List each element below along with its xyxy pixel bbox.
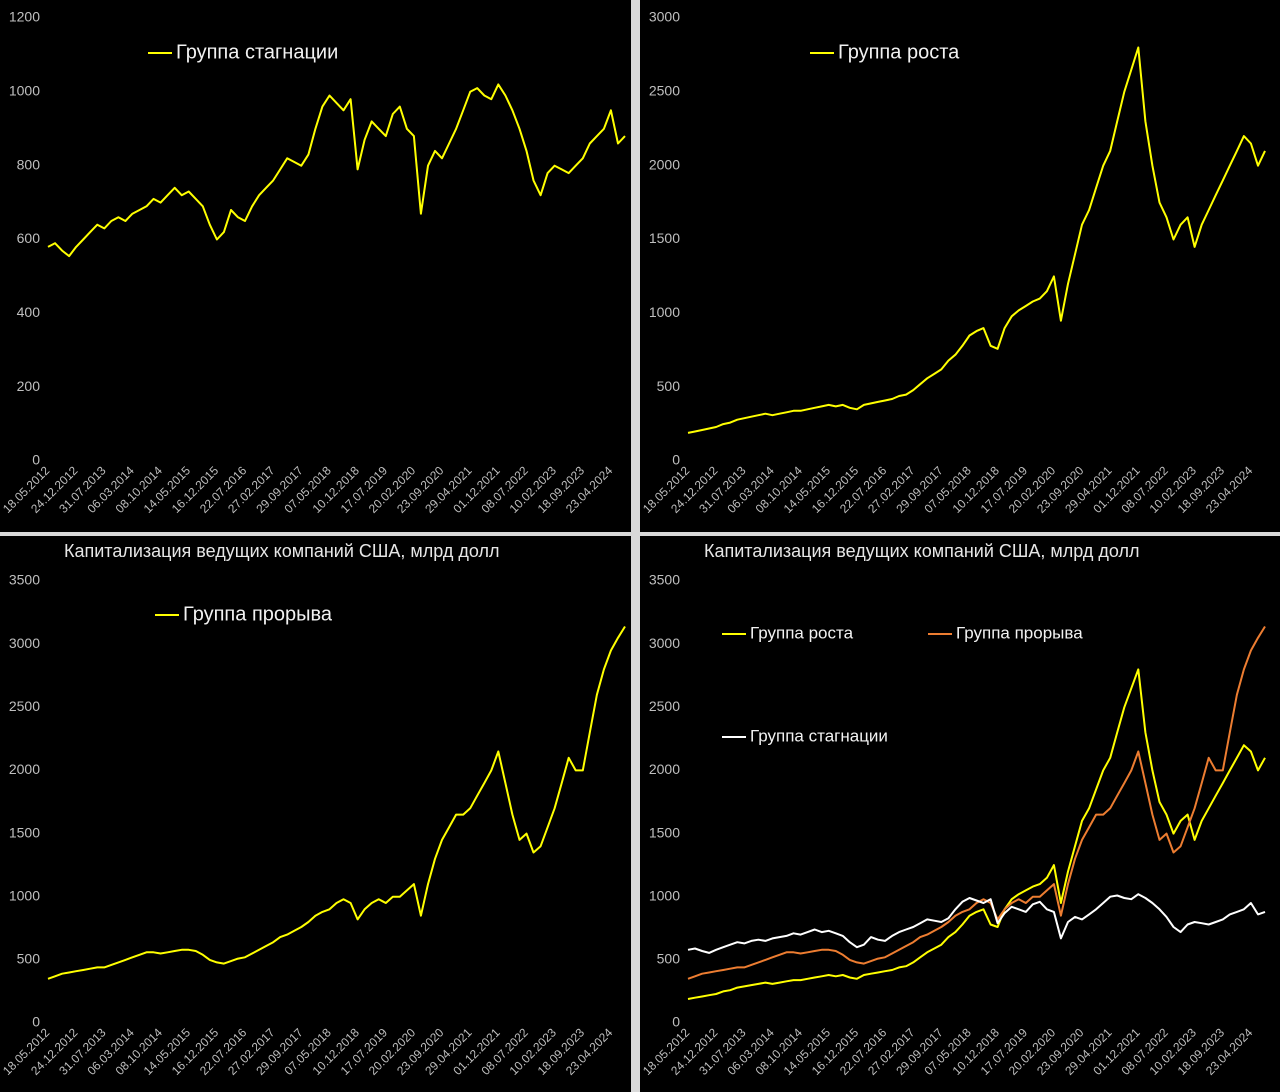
panel xyxy=(0,536,631,1092)
y-tick-label: 2000 xyxy=(9,761,40,777)
y-tick-label: 2000 xyxy=(649,761,680,777)
legend-label: Группа роста xyxy=(838,41,960,63)
y-tick-label: 2500 xyxy=(649,698,680,714)
y-tick-label: 3500 xyxy=(9,572,40,588)
legend-label: Группа стагнации xyxy=(750,726,888,745)
series-line xyxy=(47,625,626,980)
y-tick-label: 500 xyxy=(657,378,681,394)
y-tick-label: 0 xyxy=(32,1014,40,1030)
y-tick-label: 1000 xyxy=(9,887,40,903)
y-tick-label: 0 xyxy=(32,452,40,468)
y-tick-label: 2000 xyxy=(649,156,680,172)
y-tick-label: 500 xyxy=(17,951,41,967)
series-line xyxy=(687,625,1266,980)
chart-title: Капитализация ведущих компаний США, млрд… xyxy=(64,541,500,561)
legend-label: Группа прорыва xyxy=(956,623,1083,642)
series-line xyxy=(687,46,1266,434)
y-tick-label: 500 xyxy=(657,951,681,967)
y-tick-label: 0 xyxy=(672,452,680,468)
y-tick-label: 1500 xyxy=(9,824,40,840)
y-tick-label: 1000 xyxy=(649,304,680,320)
y-tick-label: 3000 xyxy=(9,635,40,651)
series-line xyxy=(47,83,626,258)
y-tick-label: 3500 xyxy=(649,572,680,588)
legend-label: Группа стагнации xyxy=(176,41,338,63)
y-tick-label: 600 xyxy=(17,230,41,246)
y-tick-label: 2500 xyxy=(9,698,40,714)
panel xyxy=(640,0,1280,532)
chart-title: Капитализация ведущих компаний США, млрд… xyxy=(704,541,1140,561)
y-tick-label: 1000 xyxy=(9,83,40,99)
series-line xyxy=(687,893,1266,954)
legend-label: Группа роста xyxy=(750,623,854,642)
y-tick-label: 2500 xyxy=(649,83,680,99)
y-tick-label: 3000 xyxy=(649,9,680,25)
y-tick-label: 1500 xyxy=(649,824,680,840)
y-tick-label: 400 xyxy=(17,304,41,320)
y-tick-label: 200 xyxy=(17,378,41,394)
y-tick-label: 1000 xyxy=(649,887,680,903)
legend-label: Группа прорыва xyxy=(183,603,333,625)
panel xyxy=(0,0,631,532)
series-line xyxy=(687,668,1266,1000)
y-tick-label: 1500 xyxy=(649,230,680,246)
y-tick-label: 800 xyxy=(17,156,41,172)
panel xyxy=(640,536,1280,1092)
y-tick-label: 0 xyxy=(672,1014,680,1030)
y-tick-label: 1200 xyxy=(9,9,40,25)
y-tick-label: 3000 xyxy=(649,635,680,651)
